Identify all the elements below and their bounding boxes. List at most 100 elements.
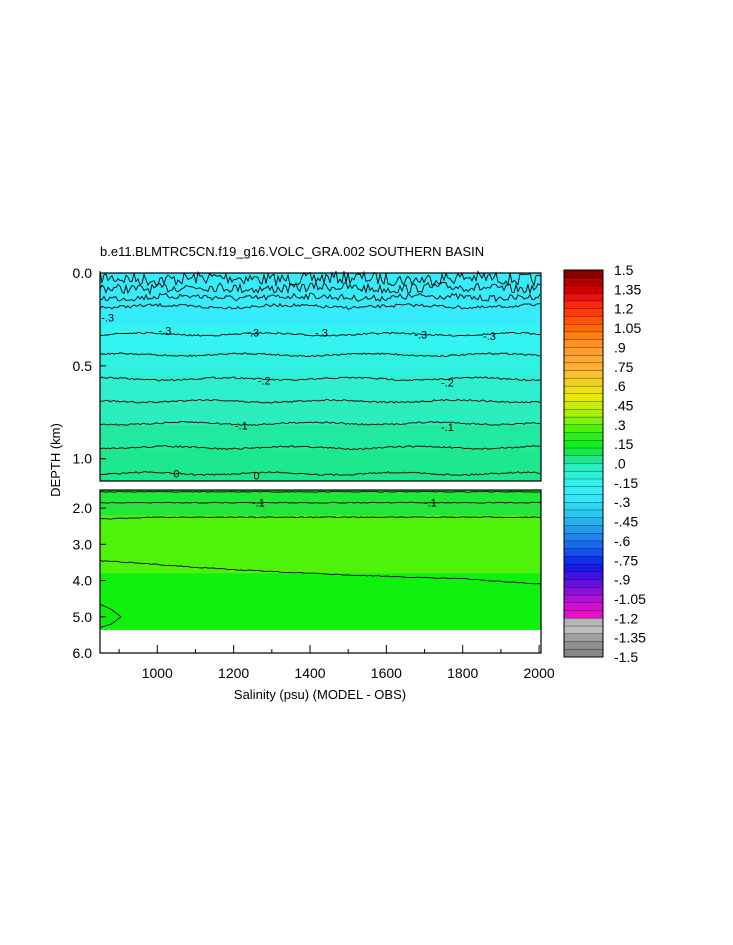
colorbar-cell [563, 548, 604, 557]
contour-label: -.1 [424, 498, 437, 510]
upper-panel: -.3 -.3 -.3 -.3 -.3 -.3 -.2 -.2 -.1 -.1 0 0 0.0 0.5 1… [73, 265, 542, 482]
upper-contour-line [99, 270, 541, 287]
upper-contour-line [99, 352, 541, 358]
colorbar-cell [563, 579, 604, 588]
colorbar-cell [563, 517, 604, 526]
colorbar-cell [563, 455, 604, 464]
upper-color-band [100, 273, 541, 326]
colorbar-cell [563, 633, 604, 642]
colorbar-cell [563, 324, 604, 333]
upper-contour-line [99, 376, 541, 382]
colorbar-cell [563, 277, 604, 286]
colorbar-cell [563, 447, 604, 457]
colorbar-label: -.3 [614, 494, 631, 510]
x-tick-label: 1600 [371, 665, 402, 681]
colorbar-label: .9 [614, 339, 626, 355]
colorbar-cell [563, 587, 604, 596]
colorbar-cell [563, 331, 604, 341]
colorbar-cell [563, 649, 604, 658]
contour-label: -.3 [414, 329, 427, 341]
upper-panel-frame [99, 272, 542, 482]
colorbar-cell [563, 610, 604, 619]
colorbar-cell [563, 269, 604, 279]
x-tick-label: 1000 [142, 665, 173, 681]
colorbar-cell [563, 416, 604, 426]
colorbar-label: -1.2 [614, 610, 638, 626]
colorbar-cell [563, 594, 604, 604]
lower-contour-line [99, 516, 542, 520]
colorbar-label: .6 [614, 378, 626, 394]
colorbar-cell [563, 347, 604, 356]
colorbar-label: -.6 [614, 533, 631, 549]
upper-contour-line [99, 302, 541, 310]
contour-label: -.1 [235, 420, 248, 432]
colorbar-label: .3 [614, 417, 626, 433]
lower-contour-line [99, 559, 542, 585]
colorbar-cell [563, 401, 604, 410]
lower-color-band [100, 573, 541, 630]
colorbar-label: -.9 [614, 572, 631, 588]
colorbar-cell [563, 385, 604, 395]
upper-contour-line [99, 398, 541, 404]
lower-contour-line [99, 490, 542, 493]
lower-panel: -.1 -.1 2.0 3.0 4.0 5.0 6.0 1000 1200 1400 1600 1… [73, 489, 555, 681]
upper-contour-line [100, 292, 541, 303]
colorbar-cell [563, 602, 604, 612]
colorbar-cell [563, 354, 604, 364]
contour-label: -.1 [441, 422, 454, 434]
upper-contour-line [99, 331, 541, 337]
colorbar-cell [563, 424, 604, 433]
colorbar-label: -1.35 [614, 630, 646, 646]
colorbar-cell [563, 432, 604, 441]
colorbar-label: 1.2 [614, 301, 634, 317]
colorbar-cell [563, 502, 604, 511]
colorbar-cell [563, 378, 604, 387]
y-axis-label: DEPTH (km) [48, 423, 63, 497]
y-tick-label: 3.0 [73, 536, 93, 552]
colorbar-cell [563, 393, 604, 403]
upper-contour-line [99, 471, 541, 477]
upper-contour-line [99, 421, 541, 426]
colorbar-cell [563, 293, 604, 302]
contour-label: 0 [173, 469, 179, 481]
colorbar-label: .45 [614, 397, 634, 413]
y-tick-label: 6.0 [73, 645, 93, 661]
colorbar-cell [563, 362, 604, 372]
y-tick-label: 2.0 [73, 500, 93, 516]
x-tick-label: 1800 [447, 665, 478, 681]
colorbar-cell [563, 625, 604, 635]
y-tick-label: 0.5 [73, 358, 93, 374]
colorbar-cell [563, 478, 604, 488]
colorbar-label: -.75 [614, 552, 638, 568]
colorbar-cell [563, 285, 604, 294]
colorbar-cell [563, 540, 604, 550]
contour-label: -.3 [158, 326, 171, 338]
x-axis-label: Salinity (psu) (MODEL - OBS) [234, 687, 406, 702]
chart-title: b.e11.BLMTRC5CN.f19_g16.VOLC_GRA.002 SOU… [100, 244, 484, 259]
colorbar: 1.5 1.35 1.2 1.05 .9 .75 .6 .45 .3 .15 .0 -.15 -.3 -.… [563, 262, 646, 665]
y-tick-label: 1.0 [73, 451, 93, 467]
colorbar-cell [563, 471, 604, 480]
colorbar-cell [563, 370, 604, 379]
colorbar-cell [563, 316, 604, 325]
contour-label: -.2 [258, 376, 271, 388]
colorbar-cell [563, 463, 604, 472]
upper-contour-line [99, 445, 541, 451]
colorbar-label: -1.05 [614, 591, 646, 607]
colorbar-cell [563, 440, 604, 449]
lower-color-band [100, 515, 541, 574]
colorbar-label: 1.35 [614, 281, 641, 297]
contour-label: -.1 [252, 498, 265, 510]
colorbar-label: -1.5 [614, 649, 638, 665]
upper-color-band [100, 325, 541, 352]
x-tick-label: 1200 [218, 665, 249, 681]
colorbar-label: 1.05 [614, 320, 641, 336]
colorbar-cell [563, 563, 604, 573]
x-tick-label: 2000 [524, 665, 555, 681]
contour-label: -.2 [441, 378, 454, 390]
colorbar-cell [563, 409, 604, 418]
colorbar-cell [563, 618, 604, 627]
colorbar-label: .15 [614, 436, 634, 452]
colorbar-cell [563, 525, 604, 534]
